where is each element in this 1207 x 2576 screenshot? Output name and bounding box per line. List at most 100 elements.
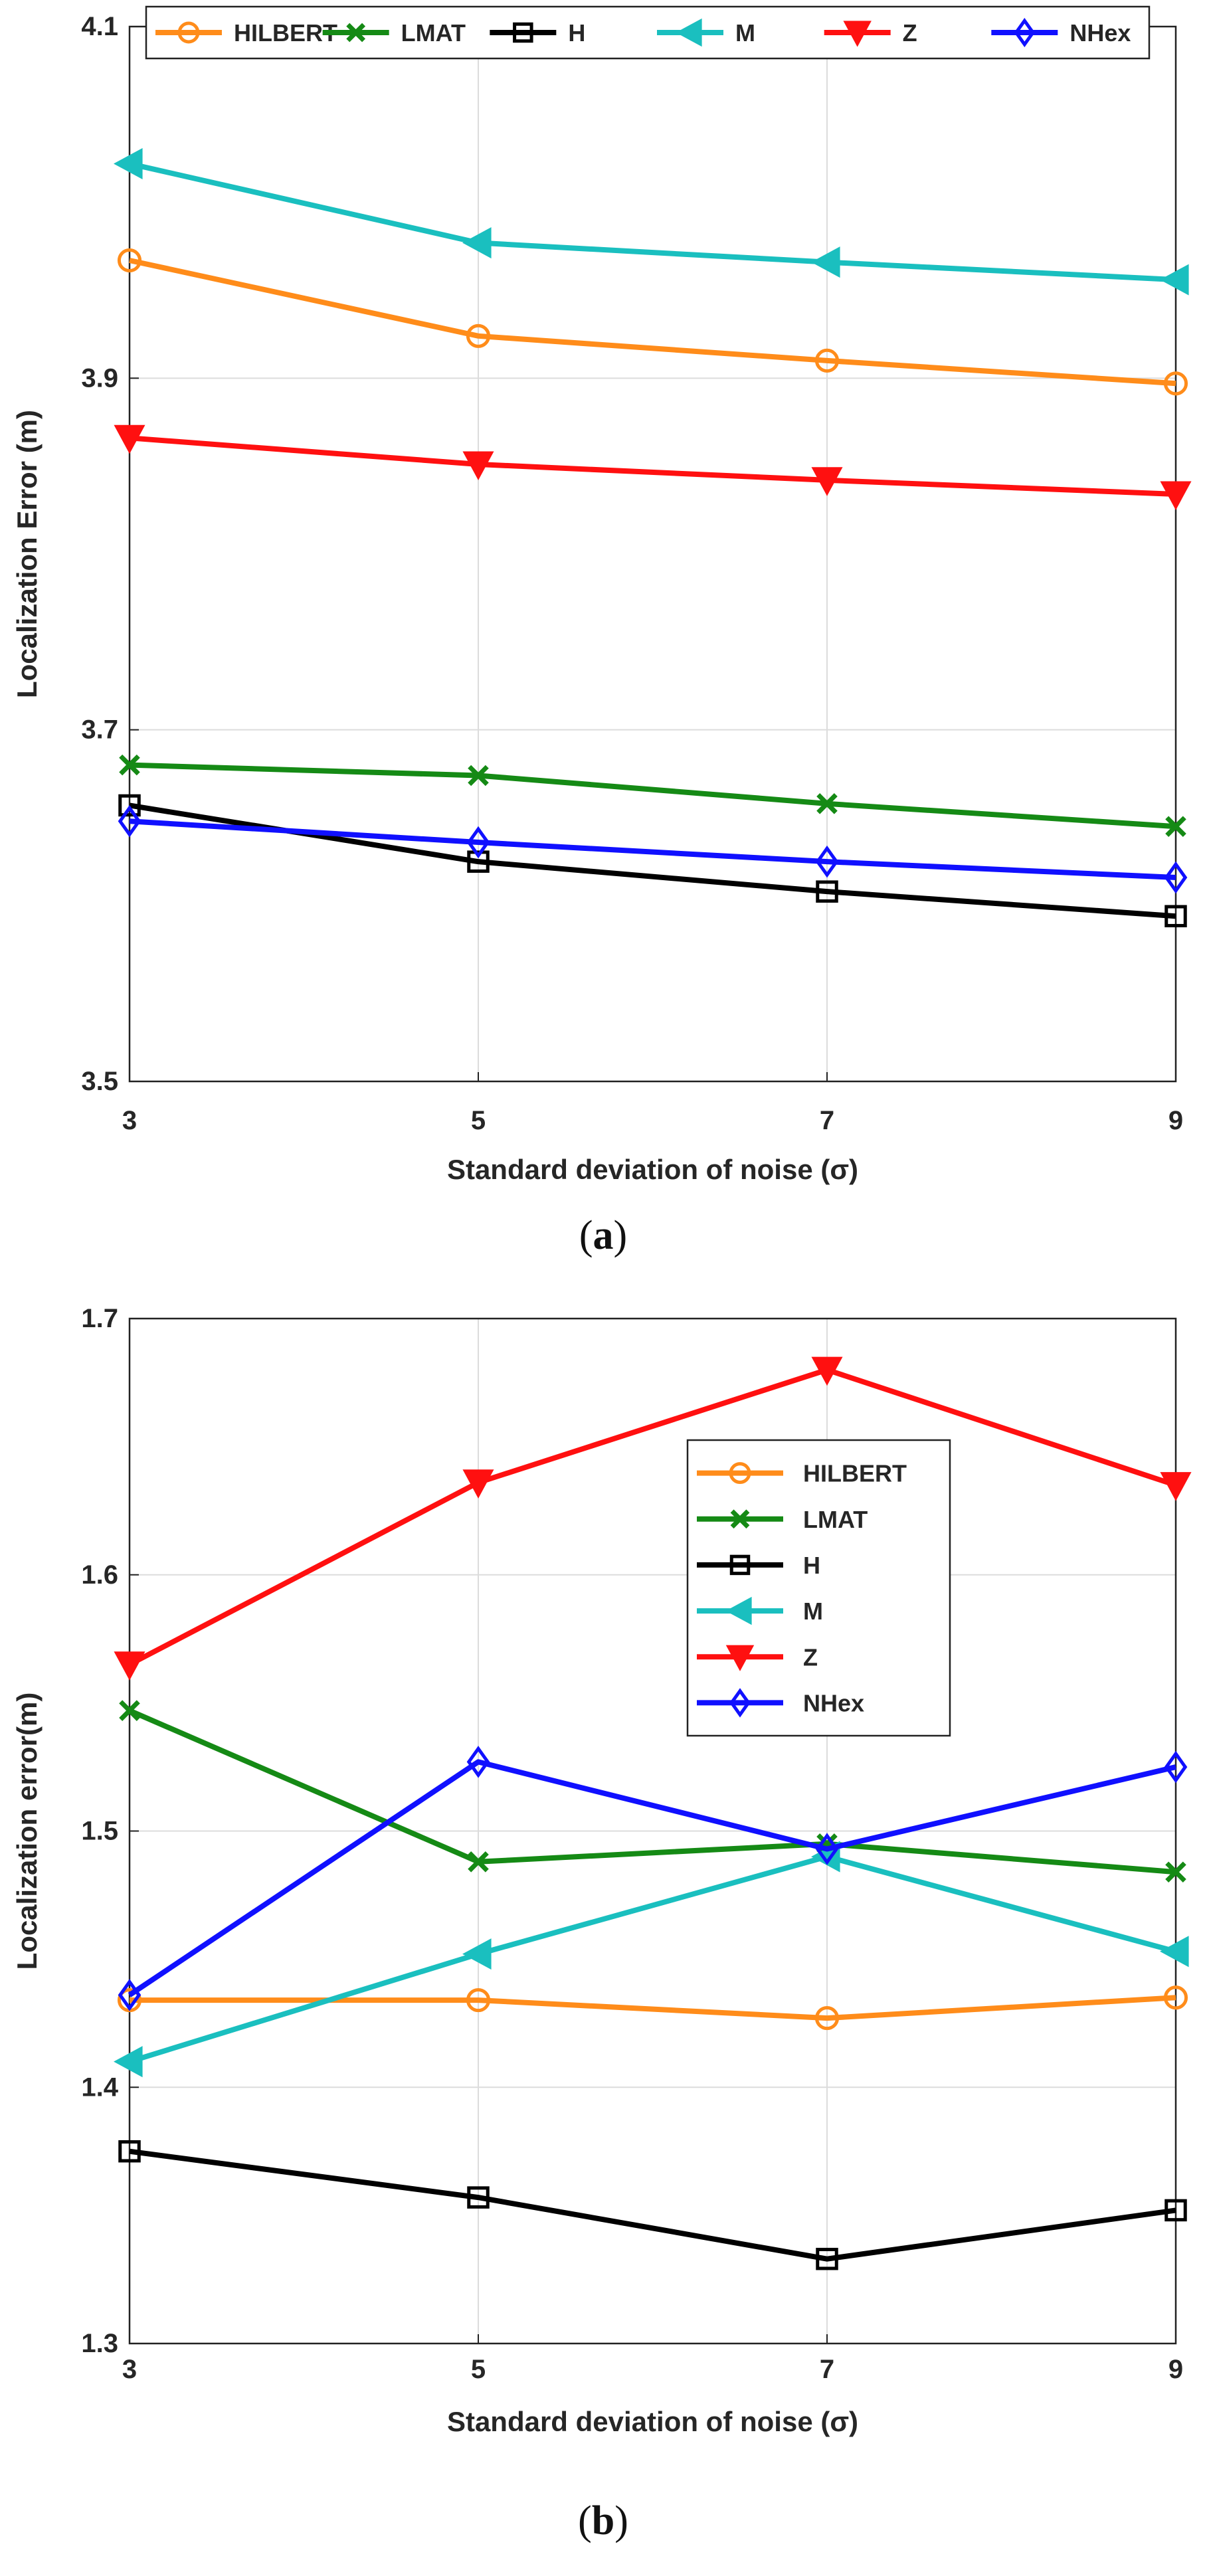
legend-label: Z: [803, 1643, 818, 1671]
legend-marker: [729, 1462, 751, 1485]
x-tick-label: 3: [122, 1106, 137, 1135]
data-point: [811, 467, 843, 496]
legend-label: HILBERT: [803, 1460, 907, 1487]
legend-marker: [729, 1554, 751, 1576]
series-line: [129, 762, 1176, 830]
panel-caption: (b): [578, 2498, 628, 2543]
series-line: [129, 435, 1176, 498]
data-point: [466, 826, 490, 859]
series-nhex: [118, 805, 1188, 894]
data-point: [466, 1988, 491, 2013]
series-h: [118, 2140, 1187, 2270]
data-point: [1165, 1861, 1186, 1883]
data-point: [1163, 1985, 1188, 2010]
data-point: [114, 147, 143, 179]
data-point: [468, 765, 489, 786]
legend-item-h: H: [697, 1552, 820, 1579]
y-axis-label: Localization error(m): [11, 1693, 43, 1970]
legend-marker: [346, 23, 366, 43]
legend-box: [145, 5, 1151, 60]
legend-label: H: [568, 19, 585, 46]
legend-label: LMAT: [803, 1506, 868, 1533]
series-lmat: [119, 754, 1186, 838]
legend-item-lmat: LMAT: [697, 1506, 868, 1533]
legend-marker: [676, 18, 702, 47]
data-point: [118, 1979, 141, 2011]
y-tick-label: 1.4: [81, 2072, 118, 2102]
data-point: [811, 246, 840, 278]
data-point: [1160, 1472, 1192, 1501]
legend-marker: [843, 21, 872, 47]
legend-item-nhex: NHex: [697, 1688, 864, 1718]
panel-a: 3 5 7 9 3.5 3.7 3.9 4.1 Standard deviation of no…: [11, 5, 1192, 1258]
series-line: [128, 1367, 1177, 1667]
data-point: [1160, 1936, 1189, 1968]
data-point: [118, 805, 141, 838]
legend-marker: [1014, 17, 1036, 48]
legend-label: M: [735, 19, 755, 46]
data-point: [815, 845, 839, 878]
x-tick-label: 9: [1168, 2355, 1183, 2384]
data-point: [468, 1851, 489, 1873]
x-axis-label: Standard deviation of noise (σ): [447, 2406, 858, 2437]
data-point: [1164, 2199, 1187, 2222]
legend-label: H: [803, 1552, 820, 1579]
y-tick-label: 1.5: [81, 1817, 118, 1846]
series-m: [114, 1841, 1189, 2078]
x-axis-label: Standard deviation of noise (σ): [447, 1154, 858, 1185]
legend-label: Z: [903, 19, 917, 46]
data-point: [815, 1833, 839, 1865]
data-point: [118, 2140, 141, 2163]
data-point: [118, 794, 141, 817]
x-tick-label: 7: [820, 2355, 834, 2384]
y-tick-label: 3.7: [81, 715, 118, 745]
series-line: [129, 258, 1176, 387]
series-z: [114, 1356, 1192, 1681]
legend-label: NHex: [803, 1689, 864, 1716]
panel-b: 3 5 7 9 1.3 1.4 1.5 1.6 1.7 Standard deviation of…: [11, 1304, 1192, 2543]
series-hilbert: [117, 1985, 1188, 2031]
data-point: [814, 348, 840, 373]
series-lmat: [119, 1700, 1186, 1883]
data-point: [811, 1356, 843, 1386]
series-line: [128, 1759, 1176, 1997]
data-point: [462, 1938, 492, 1970]
y-tick-label: 1.3: [81, 2329, 118, 2358]
legend-label: NHex: [1069, 19, 1131, 46]
x-tick-label: 5: [471, 1106, 486, 1135]
legend-marker: [725, 1596, 752, 1625]
legend-item-m: M: [657, 18, 755, 47]
legend-item-z: Z: [824, 19, 917, 47]
y-axis-label: Localization Error (m): [11, 410, 43, 698]
series-line: [129, 2148, 1176, 2262]
legend-item-z: Z: [697, 1643, 818, 1671]
data-point: [1165, 816, 1186, 838]
legend: HILBERT LMAT H M Z NHex: [145, 5, 1151, 60]
series-line: [129, 818, 1176, 880]
legend-item-m: M: [697, 1596, 823, 1625]
data-point: [1160, 264, 1189, 296]
legend-item-lmat: LMAT: [322, 19, 466, 46]
data-point: [114, 424, 145, 454]
data-point: [1163, 371, 1188, 396]
data-point: [114, 1651, 145, 1681]
x-tick-label: 7: [820, 1106, 834, 1135]
y-tick-label: 1.6: [81, 1560, 118, 1590]
data-point: [462, 1469, 494, 1499]
data-point: [467, 2186, 490, 2209]
data-point: [1164, 861, 1188, 894]
x-tick-label: 3: [122, 2355, 137, 2384]
y-tick-label: 3.5: [81, 1067, 118, 1096]
series-line: [130, 1995, 1176, 2021]
series-line: [128, 1854, 1177, 2065]
data-point: [1164, 905, 1187, 927]
data-point: [119, 754, 140, 776]
legend-marker: [513, 22, 533, 43]
series-line: [128, 1708, 1176, 1875]
y-tick-label: 1.7: [81, 1304, 118, 1333]
series-nhex: [118, 1746, 1188, 2011]
data-point: [816, 2247, 838, 2270]
data-point: [466, 1746, 490, 1778]
